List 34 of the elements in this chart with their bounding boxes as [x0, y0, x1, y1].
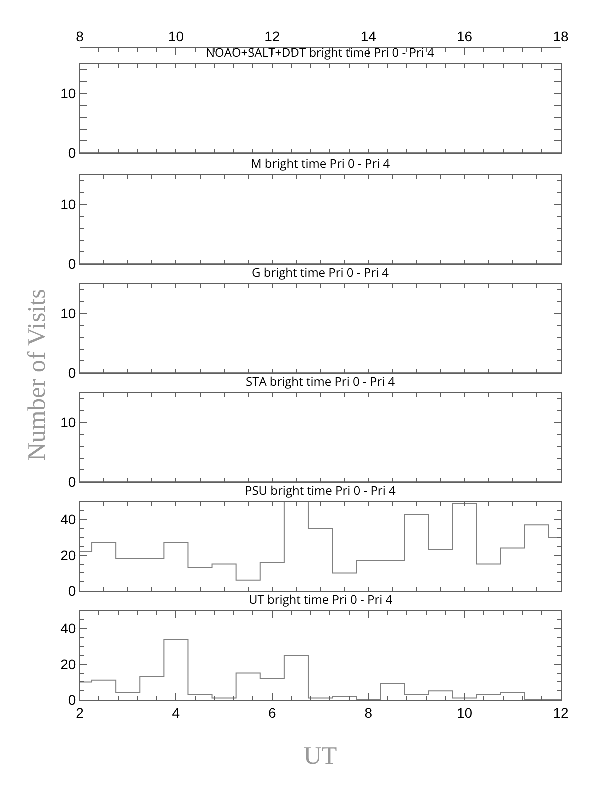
x-tick-label: 8	[364, 704, 373, 721]
chart-title: NOAO+SALT+DDT bright time Pri 0 - Pri 4	[206, 44, 435, 61]
x-tick-label: 12	[553, 704, 569, 721]
x-tick-label: 10	[457, 704, 473, 721]
chart-title: STA bright time Pri 0 - Pri 4	[246, 373, 396, 390]
chart-title: UT bright time Pri 0 - Pri 4	[249, 591, 393, 608]
chart-title: M bright time Pri 0 - Pri 4	[251, 155, 390, 172]
x-axis-title: UT	[304, 743, 338, 770]
x-tick-label: 2	[76, 704, 84, 721]
x2-tick-label: 14	[360, 28, 377, 44]
y-tick-label: 0	[68, 256, 76, 272]
x2-tick-label: 16	[457, 28, 473, 44]
y-tick-label: 10	[60, 86, 76, 102]
x-tick-label: 6	[268, 704, 276, 721]
chart-title: G bright time Pri 0 - Pri 4	[252, 264, 390, 281]
y-tick-label: 0	[68, 144, 76, 161]
x2-tick-label: 12	[264, 28, 280, 44]
y-tick-label: 40	[60, 512, 76, 528]
y-tick-label: 0	[68, 364, 76, 381]
x2-tick-label: 18	[553, 28, 569, 44]
y-tick-label: 10	[60, 196, 76, 213]
y-tick-label: 0	[68, 582, 76, 599]
y-tick-label: 0	[68, 692, 76, 708]
y-tick-label: 20	[60, 656, 76, 672]
x2-tick-label: 8	[76, 28, 84, 44]
y-tick-label: 0	[68, 474, 76, 490]
x-tick-label: 4	[172, 704, 180, 721]
x2-tick-label: 10	[168, 28, 184, 44]
y-tick-label: 40	[60, 620, 76, 637]
chart-title: PSU bright time Pri 0 - Pri 4	[245, 482, 396, 499]
y-tick-label: 10	[60, 306, 76, 322]
y-tick-label: 20	[60, 547, 76, 564]
y-axis-title: Number of Visits	[24, 289, 52, 461]
y-tick-label: 10	[60, 414, 76, 431]
